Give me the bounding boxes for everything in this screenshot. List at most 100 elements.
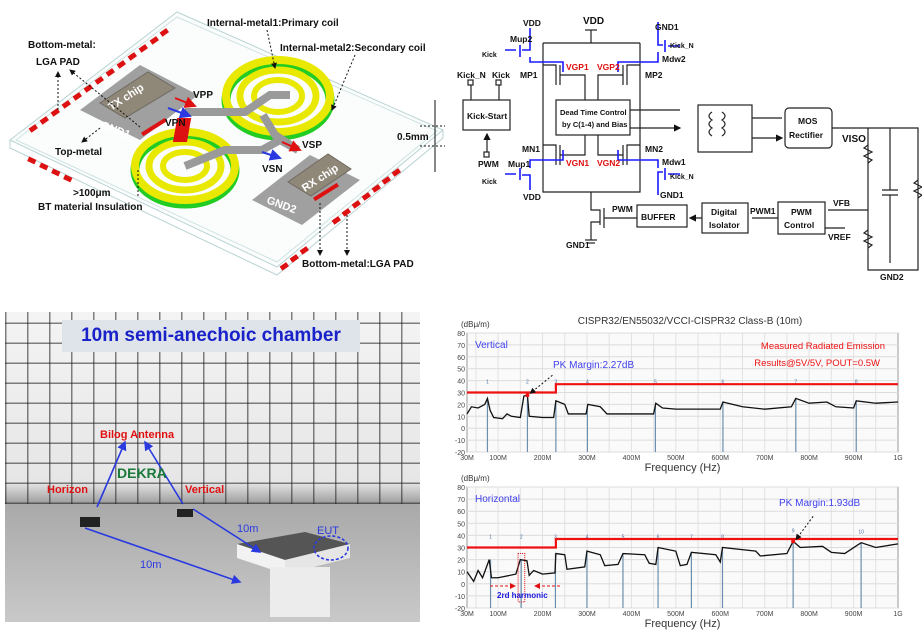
buffer-label: BUFFER	[641, 212, 675, 222]
marker-number: 7	[690, 535, 693, 541]
y-tick-label: 40	[457, 379, 465, 386]
marker-number: 5	[654, 380, 657, 386]
iso-label-2: Isolator	[709, 220, 740, 230]
kickn-mdw1-label: Kick_N	[670, 174, 694, 181]
mn2-label: MN2	[645, 144, 663, 154]
package-drawing: TX chip GND1 RX chip GND2 VPP VPN VSP VS…	[9, 11, 445, 276]
vdd-mup1-label: VDD	[523, 192, 541, 202]
y-tick-label: 10	[457, 570, 465, 577]
vgp2-label: VGP2	[597, 62, 620, 72]
y-tick-label: 70	[457, 497, 465, 504]
gnd1-mdw1-label: GND1	[660, 190, 684, 200]
pwm-buf-label: PWM	[612, 204, 633, 214]
x-tick-label: 300M	[578, 611, 596, 618]
dekra-logo: DEKRA	[117, 465, 167, 481]
kick-start-in-label: Kick	[492, 70, 510, 80]
x-tick-label: 500M	[667, 611, 685, 618]
margin-label: PK Margin:1.93dB	[779, 498, 860, 509]
pwmc-label-1: PWM	[791, 207, 812, 217]
y-tick-label: -10	[455, 438, 465, 445]
insulation-label-1: >100μm	[73, 188, 111, 199]
trace-primary	[185, 91, 290, 116]
secondary-coil-label: Internal-metal2:Secondary coil	[280, 43, 426, 54]
vertical-label: Vertical	[185, 484, 224, 496]
margin-label: PK Margin:2.27dB	[553, 360, 634, 371]
mos-label-1: MOS	[798, 116, 818, 126]
x-tick-label: 700M	[756, 611, 774, 618]
y-tick-label: 60	[457, 509, 465, 516]
iso-label-1: Digital	[711, 207, 737, 217]
vref-label: VREF	[828, 232, 851, 242]
pwmc-label-2: Control	[784, 220, 814, 230]
y-tick-label: 0	[461, 582, 465, 589]
horizon-label: Horizon	[47, 484, 88, 496]
bottom-metal-right-label: Bottom-metal:LGA PAD	[302, 259, 414, 270]
dead-time-control-block	[555, 99, 631, 136]
margin-arrow	[795, 516, 814, 541]
transistor-mp2	[597, 64, 640, 100]
eut-circle	[313, 535, 349, 561]
vpn-label: VPN	[165, 118, 186, 129]
chamber-photo: DEKRA Bilog Antenna Horizon Vertical 10m…	[5, 312, 420, 622]
dead-time-label-1: Dead Time Control	[560, 108, 627, 117]
gnd1-bottom-label: GND1	[566, 240, 590, 250]
marker-number: 4	[586, 535, 589, 541]
x-tick-label: 200M	[534, 455, 552, 462]
insulation-label-2: BT material Insulation	[38, 202, 142, 213]
x-tick-label: 900M	[845, 455, 863, 462]
y-tick-label: -20	[455, 606, 465, 613]
marker-number: 2	[526, 380, 529, 386]
chamber-floor	[5, 504, 420, 622]
peak-point	[525, 393, 530, 398]
marker-number: 4	[586, 380, 589, 386]
distance-label-2: 10m	[140, 559, 161, 571]
y-tick-label: 30	[457, 546, 465, 553]
kick-start-in-n-label: Kick_N	[457, 70, 486, 80]
x-axis-label: Frequency (Hz)	[645, 618, 721, 630]
limit-line	[467, 537, 898, 549]
margin-arrow	[529, 374, 553, 394]
kickn-mdw2-label: Kick_N	[670, 43, 694, 50]
vgn1-label: VGN1	[566, 158, 589, 168]
x-axis-label: Frequency (Hz)	[645, 462, 721, 474]
x-tick-label: 200M	[534, 611, 552, 618]
limit-line	[467, 383, 898, 394]
x-tick-label: 800M	[800, 611, 818, 618]
transistor-mn2	[597, 135, 640, 165]
x-tick-label: 100M	[489, 611, 507, 618]
kick-start-block	[462, 99, 511, 131]
mp2-label: MP2	[645, 70, 663, 80]
mdw2-label: Mdw2	[662, 54, 686, 64]
marker-number: 6	[657, 535, 660, 541]
eut-table	[237, 532, 350, 560]
peak-point	[791, 539, 796, 544]
bottom-metal-left-label-1: Bottom-metal:	[28, 40, 96, 51]
y-tick-label: 70	[457, 343, 465, 350]
marker-number: 1	[489, 535, 492, 541]
marker-number: 9	[792, 528, 795, 534]
vdd-mup2-label: VDD	[523, 18, 541, 28]
y-tick-label: -10	[455, 594, 465, 601]
pwm1-label: PWM1	[750, 206, 776, 216]
lga-pads-right	[279, 168, 401, 271]
rx-chip: RX chip GND2	[252, 153, 360, 225]
kick-start-label: Kick-Start	[467, 111, 507, 121]
transistor-mp1	[543, 64, 586, 100]
polarization-label: Horizontal	[475, 494, 520, 505]
marker-number: 2	[520, 535, 523, 541]
x-tick-label: 300M	[578, 455, 596, 462]
mos-label-2: Rectifier	[789, 130, 824, 140]
x-tick-label: 400M	[623, 455, 641, 462]
lga-pads-left	[27, 28, 169, 183]
marker-number: 8	[855, 380, 858, 386]
marker-number: 6	[722, 380, 725, 386]
x-tick-label: 30M	[460, 455, 474, 462]
transformer-block	[697, 104, 753, 153]
y-tick-label: 40	[457, 533, 465, 540]
distance-arrow-1	[192, 508, 262, 553]
thickness-label: 0.5mm	[397, 132, 429, 143]
chart-title: CISPR32/EN55032/VCCI-CISPR32 Class-B (10…	[578, 316, 803, 327]
vfb-label: VFB	[833, 198, 850, 208]
